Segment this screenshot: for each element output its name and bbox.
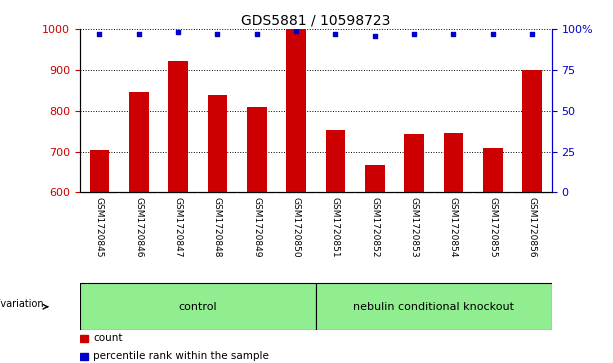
Text: count: count (93, 334, 123, 343)
Text: GSM1720852: GSM1720852 (370, 197, 379, 257)
Point (527, 31, 537, 37)
Text: GSM1720851: GSM1720851 (331, 197, 340, 258)
Bar (483, 148, 503, 363)
Point (213, 31, 223, 37)
Text: GSM1720848: GSM1720848 (213, 197, 222, 257)
Bar (286, 29, 306, 363)
Text: GSM1720853: GSM1720853 (409, 197, 419, 258)
Point (409, 31, 419, 37)
Point (173, 29, 183, 35)
Point (449, 31, 459, 37)
Bar (89, 150, 109, 363)
Text: GSM1720849: GSM1720849 (252, 197, 261, 257)
Point (370, 33, 379, 38)
Point (291, 28, 301, 33)
Point (252, 31, 262, 37)
Point (488, 31, 498, 37)
Text: GSM1720845: GSM1720845 (95, 197, 104, 257)
Bar (80, 283, 316, 330)
Bar (208, 95, 227, 363)
Bar (522, 70, 542, 363)
Text: nebulin conditional knockout: nebulin conditional knockout (353, 302, 514, 312)
Bar (365, 165, 384, 363)
Bar (129, 92, 148, 363)
Point (330, 31, 340, 37)
Point (134, 31, 143, 37)
Text: GSM1720856: GSM1720856 (528, 197, 536, 258)
Text: genotype/variation: genotype/variation (0, 299, 44, 309)
Point (94, 31, 104, 37)
Text: control: control (178, 302, 217, 312)
Text: GSM1720854: GSM1720854 (449, 197, 458, 257)
Text: percentile rank within the sample: percentile rank within the sample (93, 351, 268, 362)
Bar (316, 283, 552, 330)
Text: GSM1720846: GSM1720846 (134, 197, 143, 257)
Bar (168, 61, 188, 363)
Bar (80, 335, 88, 342)
Bar (444, 133, 463, 363)
Title: GDS5881 / 10598723: GDS5881 / 10598723 (241, 14, 390, 28)
Bar (247, 107, 267, 363)
Bar (326, 130, 345, 363)
Text: GSM1720855: GSM1720855 (488, 197, 497, 258)
Bar (404, 134, 424, 363)
Text: GSM1720847: GSM1720847 (173, 197, 183, 257)
Bar (80, 352, 88, 360)
Text: GSM1720850: GSM1720850 (292, 197, 300, 258)
